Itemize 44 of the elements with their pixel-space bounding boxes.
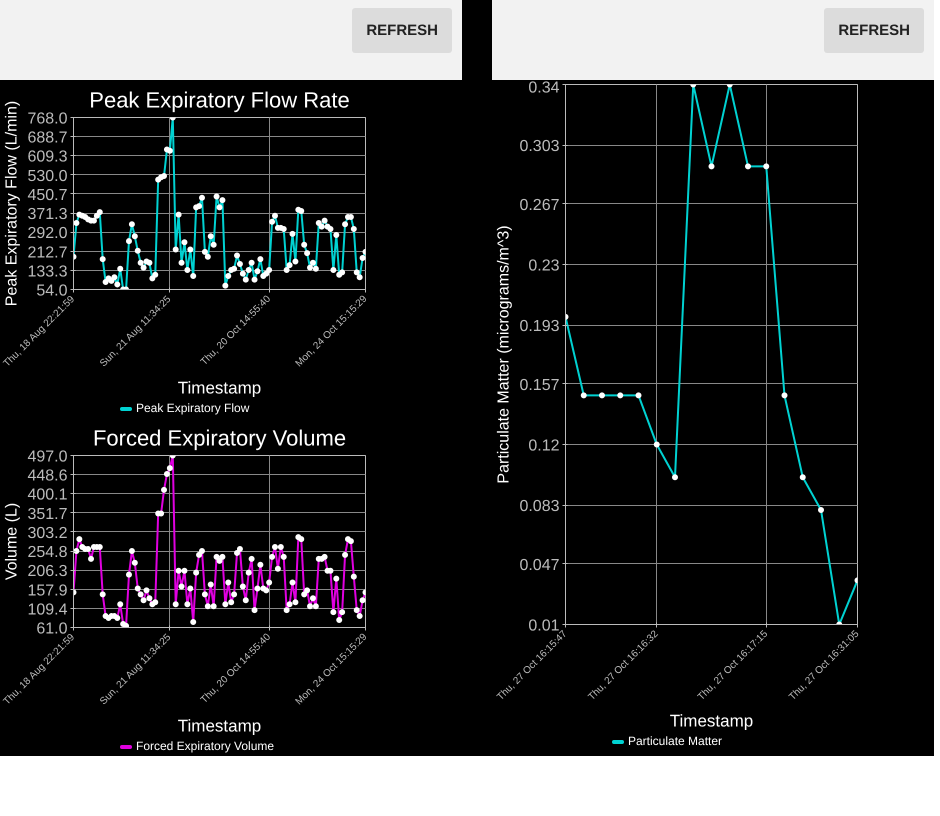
y-tick-label: 54.0	[36, 282, 68, 300]
y-axis-title: Volume (L)	[3, 502, 20, 580]
y-axis-title: Peak Expiratory Flow (L/min)	[3, 100, 20, 306]
y-tick-label: 212.7	[27, 244, 68, 262]
y-tick-label: 0.157	[519, 376, 560, 394]
x-axis-title: Timestamp	[178, 378, 262, 398]
y-tick-label: 0.12	[528, 438, 560, 454]
chart-title: Peak Expiratory Flow Rate	[89, 88, 350, 112]
text: REFRESH	[352, 8, 452, 53]
y-tick-label: 450.7	[27, 186, 68, 204]
y-tick-label: 0.267	[519, 196, 560, 214]
x-axis-title: Timestamp	[670, 712, 754, 731]
x-axis-title: Timestamp	[178, 716, 262, 736]
y-tick-label: 351.7	[27, 506, 68, 523]
legend-label: Forced Expiratory Volume	[136, 739, 274, 753]
chart-title: Forced Expiratory Volume	[92, 426, 346, 450]
text: REFRESH	[824, 8, 924, 53]
line-series	[566, 84, 858, 624]
y-tick-label: 254.8	[27, 544, 68, 562]
y-tick-label: 0.083	[519, 498, 560, 516]
y-tick-label: 292.0	[27, 225, 68, 242]
y-tick-label: 448.6	[27, 468, 68, 485]
legend-label: Peak Expiratory Flow	[136, 401, 250, 415]
y-tick-label: 0.23	[528, 258, 560, 274]
y-tick-label: 303.2	[27, 524, 68, 542]
y-tick-label: 0.34	[528, 80, 560, 96]
y-tick-label: 530.0	[27, 168, 68, 185]
y-tick-label: 133.3	[27, 263, 68, 280]
legend-label: Particulate Matter	[628, 734, 722, 748]
y-tick-label: 497.0	[27, 448, 68, 466]
y-tick-label: 0.193	[519, 318, 560, 336]
y-tick-label: 0.303	[519, 138, 560, 156]
y-tick-label: 0.047	[519, 556, 560, 574]
y-tick-label: 0.01	[528, 618, 560, 634]
y-tick-label: 400.1	[27, 486, 68, 504]
y-tick-label: 109.4	[27, 601, 68, 618]
y-tick-label: 688.7	[27, 130, 68, 147]
y-axis-title: Particulate Matter (micrograms/m^3)	[495, 225, 512, 484]
y-tick-label: 157.9	[27, 582, 68, 600]
y-tick-label: 609.3	[27, 148, 68, 166]
y-tick-label: 206.3	[27, 563, 68, 580]
y-tick-label: 371.3	[27, 206, 68, 224]
y-tick-label: 768.0	[27, 110, 68, 128]
y-tick-label: 61.0	[36, 620, 68, 638]
